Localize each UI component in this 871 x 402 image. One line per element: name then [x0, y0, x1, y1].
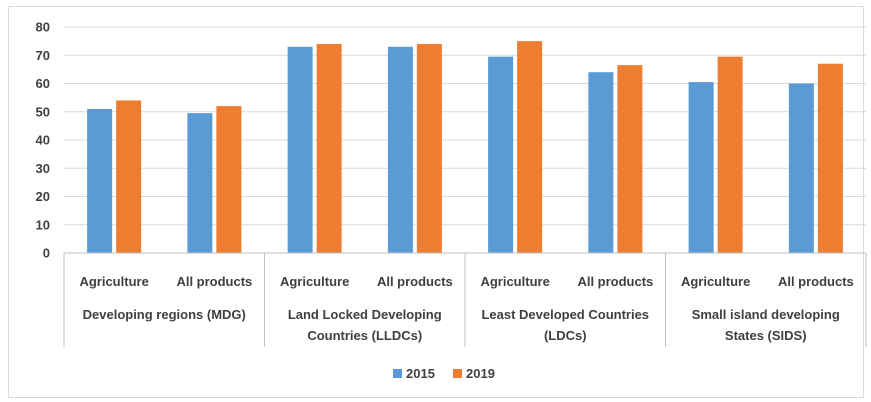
bar-2015-7: [788, 83, 814, 253]
category-label: Agriculture: [480, 274, 549, 289]
y-tick-label: 30: [36, 161, 50, 176]
bar-2019-5: [617, 65, 643, 253]
legend-label-2015: 2015: [406, 366, 435, 381]
bar-2015-5: [588, 72, 614, 253]
group-label: Land Locked Developing: [288, 307, 442, 322]
category-label: All products: [778, 274, 854, 289]
y-tick-label: 50: [36, 104, 50, 119]
bar-2019-3: [416, 43, 442, 254]
bar-2019-4: [517, 41, 543, 253]
y-tick-label: 40: [36, 133, 50, 148]
group-label: Developing regions (MDG): [83, 307, 246, 322]
bar-2015-4: [488, 56, 514, 253]
bar-2015-0: [87, 108, 113, 253]
group-label: (LDCs): [544, 328, 587, 343]
y-tick-label: 60: [36, 76, 50, 91]
category-label: Agriculture: [681, 274, 750, 289]
legend-label-2019: 2019: [466, 366, 495, 381]
group-label: Least Developed Countries: [481, 307, 649, 322]
gridlines: [64, 26, 866, 226]
y-axis-ticks: 0 10 20 30 40 50 60 70 80: [36, 20, 50, 261]
legend: 2015 2019: [393, 366, 495, 381]
bar-2015-1: [187, 113, 213, 253]
x-axis-labels: Agriculture All products Agriculture All pr…: [79, 274, 853, 343]
bar-2015-3: [387, 46, 413, 254]
legend-swatch-2015: [393, 369, 402, 378]
bar-2015-6: [688, 82, 714, 254]
y-tick-label: 20: [36, 189, 50, 204]
bar-2019-2: [316, 43, 342, 254]
group-label: Small island developing: [692, 307, 840, 322]
category-label: All products: [377, 274, 453, 289]
bar-2019-1: [216, 106, 242, 253]
axes: [63, 252, 867, 347]
legend-swatch-2019: [453, 369, 462, 378]
category-label: All products: [176, 274, 252, 289]
category-label: Agriculture: [280, 274, 349, 289]
group-label: Countries (LLDCs): [307, 328, 422, 343]
category-label: Agriculture: [79, 274, 148, 289]
y-tick-label: 70: [36, 48, 50, 63]
bar-2019-6: [717, 56, 743, 253]
bar-2019-0: [116, 100, 142, 253]
bars: [87, 41, 843, 254]
y-tick-label: 0: [43, 246, 50, 261]
bar-2015-2: [287, 46, 313, 254]
y-tick-label: 10: [36, 217, 50, 232]
bar-2019-7: [817, 63, 843, 253]
category-label: All products: [577, 274, 653, 289]
group-label: States (SIDS): [725, 328, 807, 343]
y-tick-label: 80: [36, 20, 50, 35]
